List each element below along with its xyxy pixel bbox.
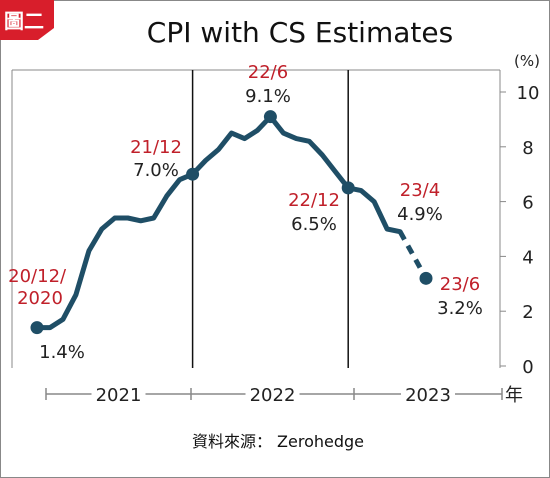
- annotation-2022-06: 22/6 9.1%: [245, 62, 291, 107]
- annotation-2022-12: 22/12 6.5%: [288, 190, 340, 235]
- y-tick-label: 0: [522, 357, 533, 378]
- x-axis-suffix: 年: [505, 385, 523, 406]
- annotation-date: 23/6: [440, 274, 480, 295]
- badge-text: 圖二: [4, 9, 44, 33]
- y-tick-label: 10: [517, 83, 540, 104]
- x-year-label: 2022: [250, 385, 296, 406]
- y-axis: 0 2 4 6 8 10: [500, 83, 539, 378]
- annotation-date: 22/12: [288, 190, 340, 211]
- data-marker: [186, 167, 200, 181]
- y-unit-label: (%): [514, 52, 540, 70]
- chart-title: CPI with CS Estimates: [147, 16, 453, 49]
- data-marker: [263, 110, 277, 124]
- badge: 圖二: [0, 0, 54, 40]
- x-year-label: 2021: [96, 385, 142, 406]
- plot-frame: [11, 69, 501, 368]
- annotation-value: 7.0%: [133, 160, 179, 181]
- cpi-estimate-line: [397, 230, 429, 280]
- annotation-date: 23/4: [400, 180, 440, 201]
- annotation-value: 3.2%: [437, 298, 483, 319]
- y-tick-label: 2: [522, 302, 533, 323]
- x-year-label-bg: [91, 382, 146, 406]
- x-year-label: 2023: [405, 385, 451, 406]
- y-tick-label: 8: [522, 138, 533, 159]
- annotation-date: 22/6: [248, 62, 288, 83]
- annotation-date: 21/12: [130, 137, 182, 158]
- data-marker: [30, 321, 44, 335]
- annotation-2021-12: 21/12 7.0%: [130, 137, 182, 181]
- annotation-value: 9.1%: [245, 86, 291, 107]
- badge-shape: [0, 0, 54, 40]
- x-axis: 2021 2022 2023: [45, 382, 503, 406]
- annotation-2023-04: 23/4 4.9%: [397, 180, 443, 225]
- x-year-label-bg: [401, 382, 455, 406]
- annotation-value: 6.5%: [291, 214, 337, 235]
- cpi-actual-line: [34, 114, 403, 331]
- annotation-date: 20/12/ 2020: [8, 266, 72, 309]
- year-dividers: [191, 70, 349, 368]
- annotation-date-line-1: 20/12/: [8, 266, 67, 287]
- data-marker: [341, 181, 355, 195]
- x-year-label-bg: [245, 382, 300, 406]
- annotation-date-line-2: 2020: [17, 288, 63, 309]
- y-tick-label: 4: [522, 247, 533, 268]
- data-markers: [30, 110, 433, 335]
- annotation-value: 4.9%: [397, 204, 443, 225]
- annotation-2023-06: 23/6 3.2%: [437, 274, 483, 319]
- data-marker: [419, 271, 433, 285]
- annotation-value: 1.4%: [39, 342, 85, 363]
- y-tick-label: 6: [522, 193, 533, 214]
- source-note: 資料來源： Zerohedge: [192, 432, 364, 451]
- annotation-2020-12: 20/12/ 2020 1.4%: [8, 266, 85, 363]
